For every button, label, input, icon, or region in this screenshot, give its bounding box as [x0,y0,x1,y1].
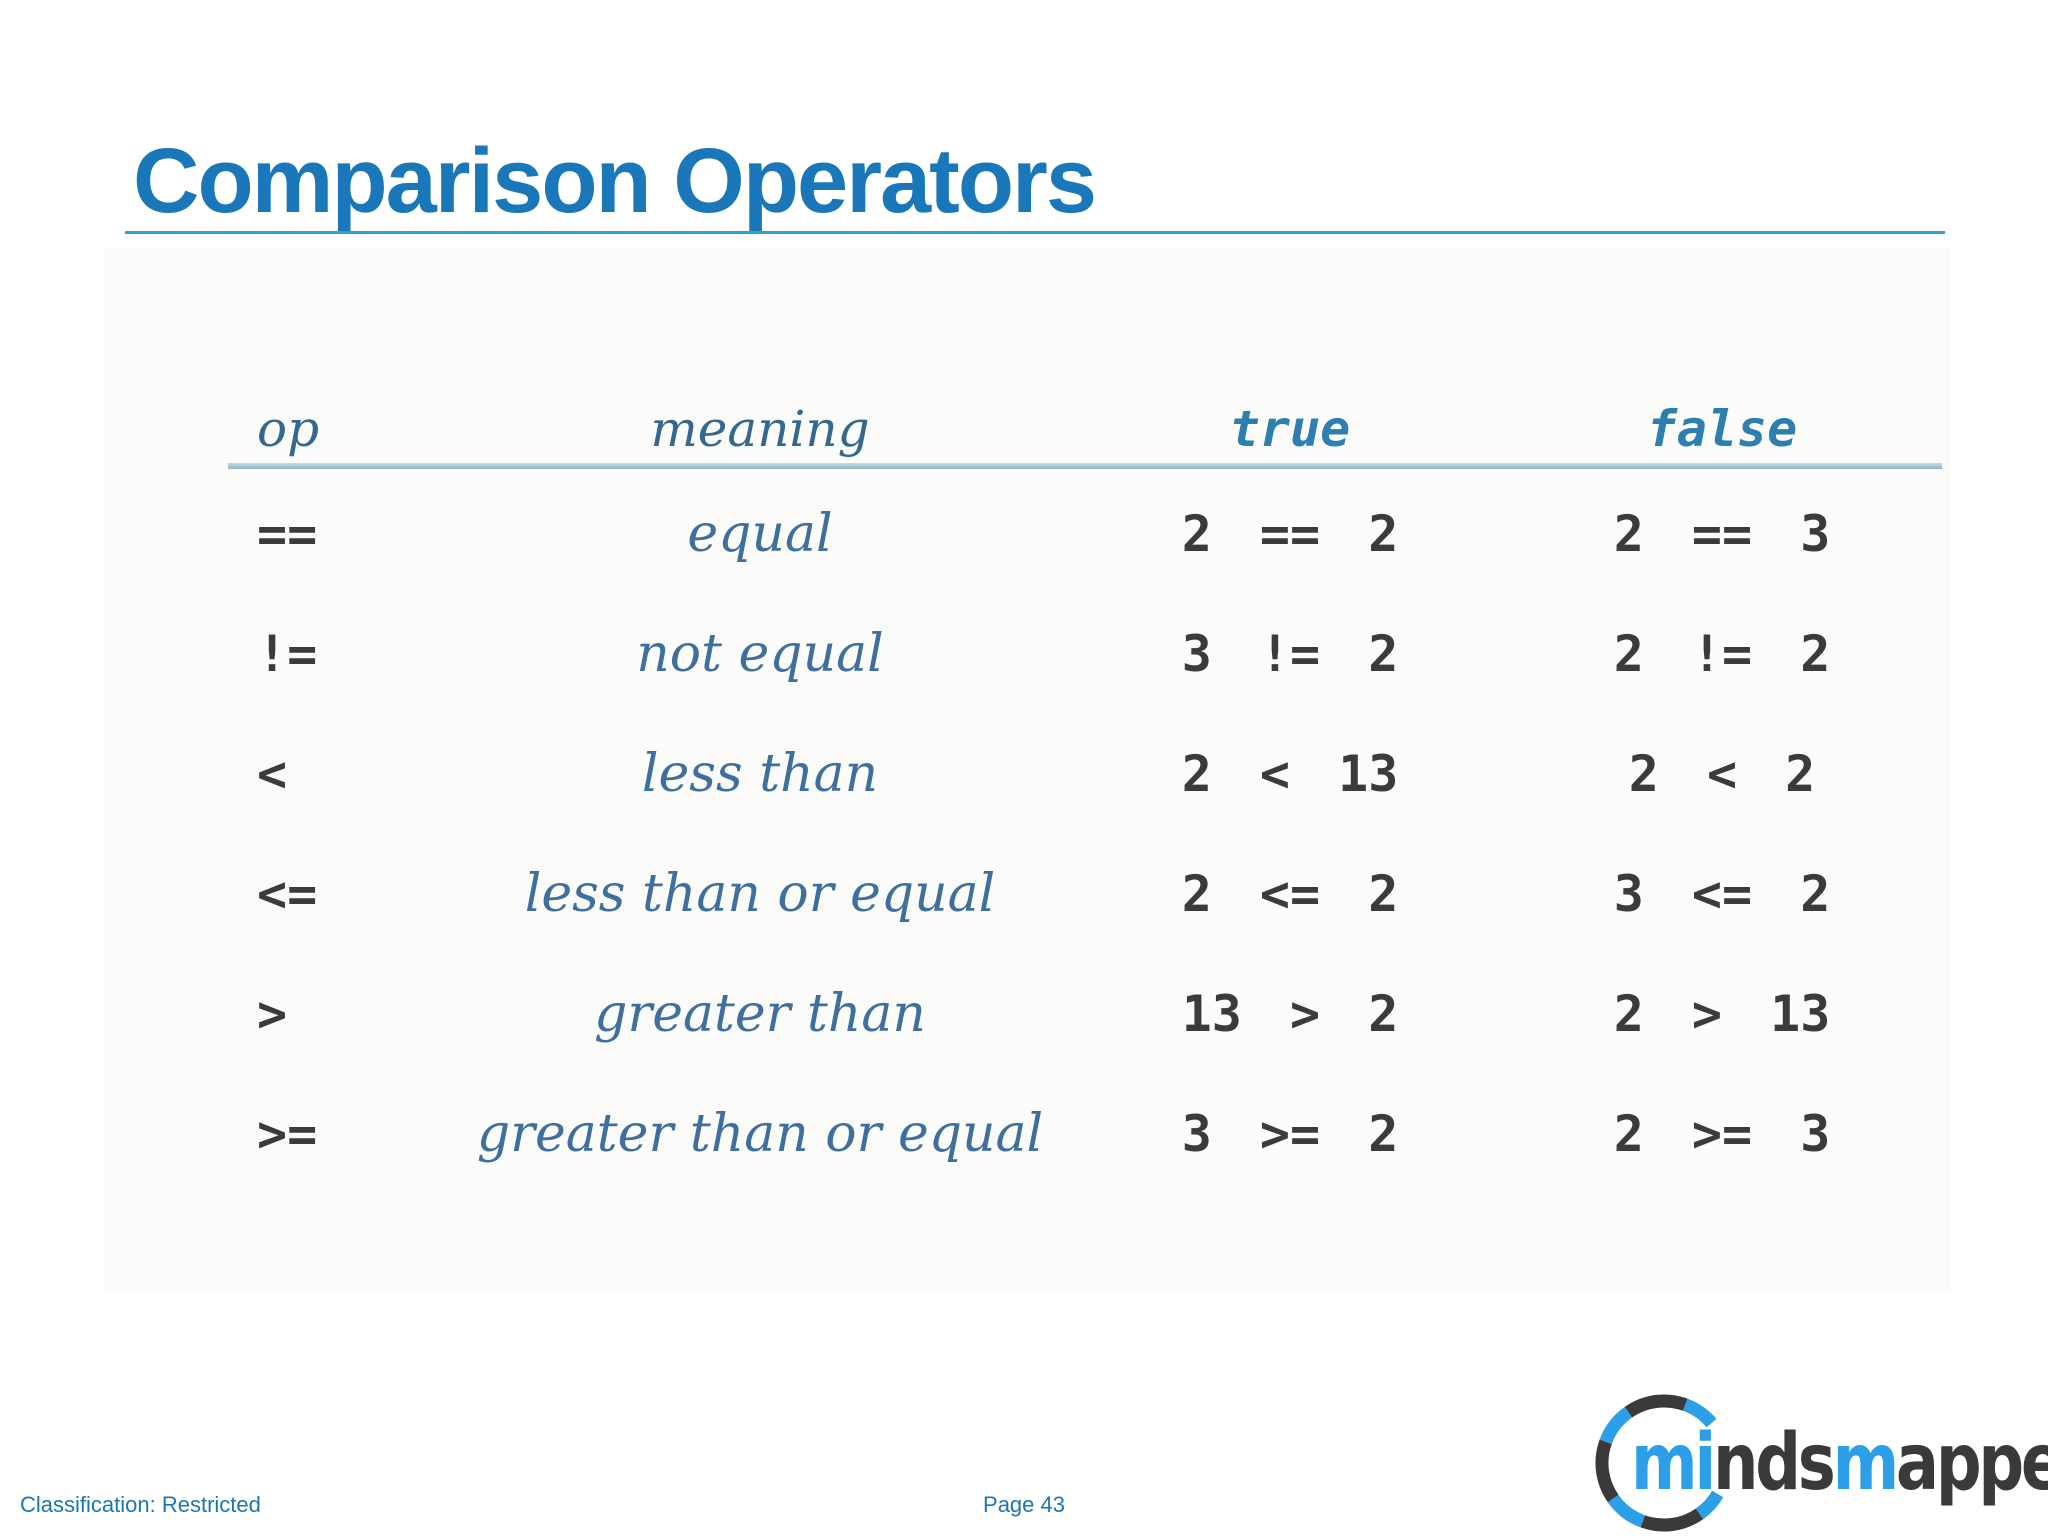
table-header-rule [228,463,1942,469]
footer-classification: Classification: Restricted [20,1492,261,1517]
mindsmapped-logo: mindsmapped [1595,1390,2048,1536]
table-row: == equal 2 == 2 2 == 3 [105,474,1950,594]
true-example-cell: 3 >= 2 [1181,1105,1399,1163]
table-row: <= less than or equal 2 <= 2 3 <= 2 [105,834,1950,954]
column-header-op: op [257,400,320,458]
true-example-cell: 13 > 2 [1181,985,1399,1043]
op-cell: != [257,625,318,683]
logo-text-segment: apped [1895,1418,2048,1508]
column-header-meaning: meaning [650,400,870,458]
page-number: Page 43 [983,1492,1065,1517]
logo-text-segment: nds [1713,1418,1836,1508]
table-row: != not equal 3 != 2 2 != 2 [105,594,1950,714]
op-cell: < [257,745,288,803]
op-cell: == [257,505,318,563]
table-row: > greater than 13 > 2 2 > 13 [105,954,1950,1074]
meaning-cell: greater than [594,984,926,1044]
op-cell: > [257,985,288,1043]
operators-table: op meaning true false == equal 2 == 2 2 … [105,247,1950,1290]
true-example-cell: 3 != 2 [1181,625,1399,683]
false-example-cell: 2 == 3 [1613,505,1831,563]
meaning-cell: greater than or equal [476,1104,1044,1164]
logo-text-segment: mi [1631,1418,1716,1508]
false-example-cell: 2 > 13 [1613,985,1831,1043]
title-underline [125,231,1945,234]
logo-text: mindsmapped [1631,1424,2048,1502]
true-example-cell: 2 < 13 [1181,745,1399,803]
meaning-cell: less than [641,744,879,804]
table-row: >= greater than or equal 3 >= 2 2 >= 3 [105,1074,1950,1194]
false-example-cell: 3 <= 2 [1613,865,1831,923]
meaning-cell: not equal [636,624,884,684]
op-cell: <= [257,865,318,923]
op-cell: >= [257,1105,318,1163]
logo-text-segment: m [1832,1418,1900,1508]
true-example-cell: 2 == 2 [1181,505,1399,563]
table-row: < less than 2 < 13 2 < 2 [105,714,1950,834]
page-title: Comparison Operators [133,130,1097,232]
false-example-cell: 2 >= 3 [1613,1105,1831,1163]
column-header-true: true [1229,400,1351,458]
false-example-cell: 2 < 2 [1628,745,1816,803]
logo-circle-icon [1595,1394,1724,1532]
true-example-cell: 2 <= 2 [1181,865,1399,923]
meaning-cell: less than or equal [524,864,996,924]
table-header-row: op meaning true false [105,384,1950,474]
column-header-false: false [1646,400,1798,458]
meaning-cell: equal [687,504,833,564]
false-example-cell: 2 != 2 [1613,625,1831,683]
